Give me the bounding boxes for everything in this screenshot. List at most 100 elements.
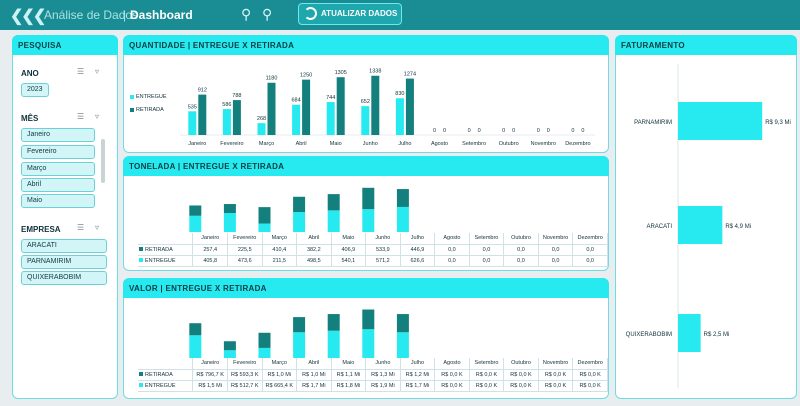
value-panel-title: VALOR | ENTREGUE X RETIRADA <box>123 278 609 298</box>
select-all-icon[interactable]: ☰ <box>77 67 85 76</box>
data-label: R$ 2,5 Mi <box>704 332 730 338</box>
company-option[interactable]: PARNAMIRIM <box>21 255 107 269</box>
zoom-out-icon[interactable]: ⚲ <box>241 6 252 22</box>
column-header: Setembro <box>469 358 505 370</box>
bar-entregue <box>327 210 340 232</box>
x-tick-label: Abril <box>296 141 307 147</box>
select-all-icon[interactable]: ☰ <box>77 223 85 232</box>
table-cell: 410,4 <box>262 244 298 256</box>
table-cell: R$ 593,3 K <box>227 369 263 381</box>
table-cell: 0,0 <box>434 255 470 267</box>
table-header-row: Janeiro Fevereiro Março Abril Maio Junho Julho… <box>138 233 608 245</box>
table-cell: 0,0 <box>503 255 539 267</box>
bar-retirada <box>258 207 271 224</box>
table-cell: R$ 0,0 K <box>538 369 574 381</box>
table-cell: 571,2 <box>365 255 401 267</box>
year-label: ANO <box>21 69 39 78</box>
month-option[interactable]: Janeiro <box>21 128 95 142</box>
legend-swatch <box>139 258 143 263</box>
tonnage-panel-title: TONELADA | ENTREGUE X RETIRADA <box>123 156 609 176</box>
bar-entregue <box>292 104 301 135</box>
bar-revenue <box>678 314 701 352</box>
data-label-retirada: 0 <box>512 128 515 134</box>
column-header: Julho <box>400 358 436 370</box>
legend-swatch <box>139 383 143 388</box>
value-chart <box>189 309 409 358</box>
row-label-text: ENTREGUE <box>145 382 176 389</box>
bar-entregue <box>189 215 202 232</box>
bar-entregue <box>189 335 202 358</box>
legend-swatch <box>139 372 143 377</box>
table-cell: 225,5 <box>227 244 263 256</box>
data-label-entregue: 268 <box>257 116 266 122</box>
company-option[interactable]: ARACATI <box>21 239 107 253</box>
data-label-retirada: 1338 <box>369 69 381 75</box>
data-label-retirada: 1274 <box>404 72 416 78</box>
data-label-retirada: 1250 <box>300 73 312 79</box>
bar-entregue <box>223 350 236 358</box>
column-header: Setembro <box>469 233 505 245</box>
column-header: Fevereiro <box>227 358 263 370</box>
bar-retirada <box>223 341 236 351</box>
table-cell: R$ 1,3 Mi <box>365 369 401 381</box>
table-cell: 382,2 <box>296 244 332 256</box>
page-title: Dashboard <box>130 8 193 22</box>
company-option[interactable]: QUIXERABOBIM <box>21 271 107 285</box>
bar-retirada <box>327 194 340 211</box>
data-label-retirada: 0 <box>478 128 481 134</box>
bar-entregue <box>361 106 370 135</box>
bar-revenue <box>678 102 763 140</box>
table-cell: 0,0 <box>572 244 608 256</box>
clear-filter-icon[interactable]: ▿ <box>95 223 100 232</box>
clear-filter-icon[interactable]: ▿ <box>95 67 100 76</box>
table-cell: R$ 1,7 Mi <box>296 380 332 392</box>
month-option[interactable]: Março <box>21 162 95 176</box>
bar-entregue <box>258 223 271 232</box>
chevron-double-left-icon[interactable]: ❮❮❮ <box>10 8 46 25</box>
column-header: Outubro <box>503 233 539 245</box>
top-bar: ❮❮❮ Análise de Dados | Dashboard ⚲ ⚲ ATU… <box>0 0 800 30</box>
column-header: Maio <box>331 358 367 370</box>
table-cell: 0,0 <box>434 244 470 256</box>
row-label-text: ENTREGUE <box>145 257 176 264</box>
zoom-in-icon[interactable]: ⚲ <box>262 6 273 22</box>
update-data-button[interactable]: ATUALIZAR DADOS <box>298 3 402 25</box>
table-cell: 405,8 <box>192 255 228 267</box>
table-cell: 0,0 <box>572 255 608 267</box>
month-option[interactable]: Maio <box>21 194 95 208</box>
select-all-icon[interactable]: ☰ <box>77 112 85 121</box>
table-cell: 0,0 <box>469 244 505 256</box>
value-table: Janeiro Fevereiro Março Abril Maio Junho Julho… <box>138 358 608 392</box>
month-scrollbar[interactable] <box>101 139 105 183</box>
x-tick-label: Maio <box>330 141 342 147</box>
table-cell: R$ 0,0 K <box>572 369 608 381</box>
table-cell: 211,5 <box>262 255 298 267</box>
bar-retirada <box>267 82 276 135</box>
quantity-panel: QUANTIDADE | ENTREGUE X RETIRADA ENTREGU… <box>123 35 609 153</box>
table-cell: 626,6 <box>400 255 436 267</box>
row-label-text: RETIRADA <box>145 246 173 253</box>
table-cell: R$ 1,0 Mi <box>296 369 332 381</box>
month-option[interactable]: Fevereiro <box>21 145 95 159</box>
data-label-retirada: 1180 <box>266 76 278 82</box>
data-label-retirada: 0 <box>547 128 550 134</box>
bar-retirada <box>396 314 409 333</box>
value-panel: VALOR | ENTREGUE X RETIRADA Janeiro Fever… <box>123 278 609 399</box>
year-option[interactable]: 2023 <box>21 83 49 97</box>
clear-filter-icon[interactable]: ▿ <box>95 112 100 121</box>
row-label <box>138 358 194 370</box>
x-tick-label: Junho <box>363 141 378 147</box>
table-cell: 473,6 <box>227 255 263 267</box>
table-cell: R$ 0,0 K <box>572 380 608 392</box>
bar-revenue <box>678 206 723 244</box>
data-label-retirada: 912 <box>198 88 207 94</box>
bar-retirada <box>189 323 202 336</box>
month-option[interactable]: Abril <box>21 178 95 192</box>
column-header: Julho <box>400 233 436 245</box>
category-label: ARACATI <box>646 224 672 230</box>
data-label-entregue: 744 <box>326 95 335 101</box>
data-label-entregue: 535 <box>188 104 197 110</box>
column-header: Março <box>262 233 298 245</box>
legend-label: ENTREGUE <box>136 94 167 100</box>
